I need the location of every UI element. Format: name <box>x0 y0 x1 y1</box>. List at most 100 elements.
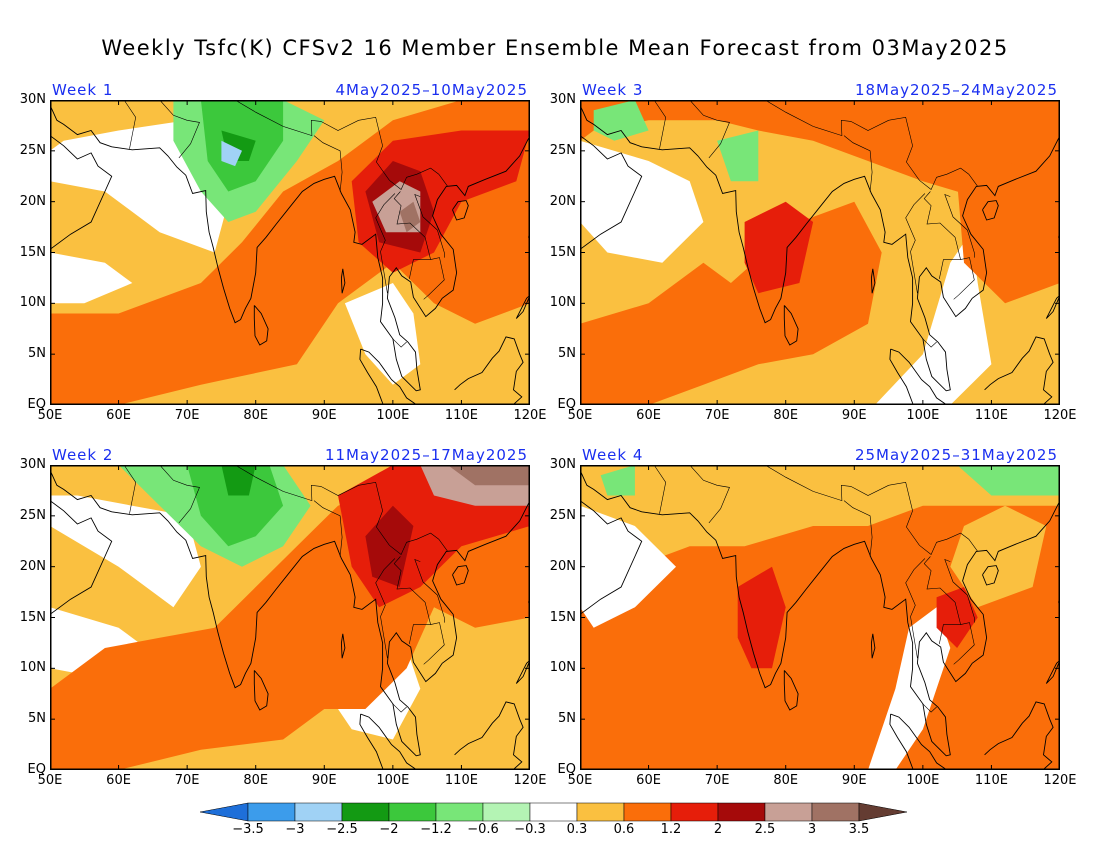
anomaly-region <box>957 161 1060 304</box>
anomaly-region <box>600 465 635 496</box>
anomaly-region <box>187 465 284 547</box>
anomaly-region <box>717 130 759 182</box>
latitude-label: EQ <box>557 762 576 777</box>
map-field <box>50 465 530 770</box>
colorbar-swatch <box>247 802 296 822</box>
latitude-label: 15N <box>549 244 576 260</box>
anomaly-region <box>874 232 992 405</box>
panel-week-label: Week 3 <box>582 81 644 99</box>
colorbar-tick-label: −1.2 <box>420 822 452 837</box>
colorbar-tick-label: −2.5 <box>326 822 358 837</box>
colorbar <box>200 802 915 822</box>
coastline <box>984 701 1054 770</box>
colorbar-swatch <box>341 802 390 822</box>
coastline <box>452 565 469 586</box>
colorbar-tick-label: 2.5 <box>754 822 776 837</box>
coastline <box>889 349 914 405</box>
latitude-label: 30N <box>549 457 576 472</box>
country-border <box>423 257 445 300</box>
longitude-label: 70E <box>174 408 200 423</box>
longitude-label: 100E <box>376 773 410 788</box>
coastline <box>359 714 384 770</box>
colorbar-swatch <box>388 802 437 822</box>
colorbar-swatch <box>717 802 766 822</box>
latitude-label: 5N <box>28 346 46 362</box>
longitude-label: 90E <box>311 773 337 788</box>
coastline <box>340 633 346 659</box>
longitude-label: 110E <box>974 408 1008 423</box>
longitude-label: 100E <box>906 408 940 423</box>
panel-date-range: 4May2025–10May2025 <box>335 81 528 99</box>
anomaly-region <box>950 505 1047 608</box>
anomaly-region <box>580 140 704 263</box>
longitude-label: 60E <box>636 773 661 788</box>
longitude-label: 100E <box>376 408 410 423</box>
anomaly-region <box>936 587 978 648</box>
panel-date-range: 25May2025–31May2025 <box>854 446 1058 464</box>
coastline <box>580 500 643 615</box>
latitude-label: 20N <box>549 558 576 574</box>
colorbar-tick-label: 2 <box>713 822 723 837</box>
country-border <box>922 703 937 713</box>
colorbar-min-arrow <box>200 802 249 822</box>
longitude-label: 120E <box>513 408 547 423</box>
colorbar-tick-label: 3 <box>807 822 817 837</box>
map-panel-week1: Week 1 4May2025–10May2025 30N 25N 20N 15N 10N 5… <box>20 81 547 423</box>
anomaly-region <box>221 465 256 496</box>
longitude-label: 50E <box>567 773 593 788</box>
colorbar-tick-label: −2 <box>379 822 399 837</box>
country-border <box>234 100 448 190</box>
longitude-label: 110E <box>444 408 478 423</box>
country-border <box>393 191 431 279</box>
colorbar-tick-label: −3.5 <box>232 822 264 837</box>
country-border <box>375 193 396 294</box>
page-title: Weekly Tsfc(K) CFSv2 16 Member Ensemble … <box>101 36 1009 60</box>
country-border <box>414 193 445 258</box>
longitude-label: 120E <box>1043 773 1077 788</box>
latitude-label: EQ <box>557 397 576 412</box>
anomaly-region <box>593 100 649 141</box>
coastline <box>1045 294 1060 319</box>
coastline <box>454 701 524 770</box>
country-border <box>689 100 730 159</box>
coastline <box>452 200 469 221</box>
colorbar-tick-label: 0.3 <box>566 822 588 837</box>
colorbar-max-arrow <box>858 802 908 822</box>
country-border <box>689 465 730 524</box>
country-border <box>953 257 975 300</box>
latitude-label: 20N <box>549 193 576 209</box>
longitude-label: 70E <box>174 773 200 788</box>
country-border <box>159 465 200 524</box>
longitude-label: 50E <box>567 408 593 423</box>
coastline <box>982 565 999 586</box>
latitude-label: 10N <box>19 295 46 311</box>
longitude-label: 70E <box>704 773 730 788</box>
anomaly-region <box>868 607 951 770</box>
colorbar-swatch <box>529 802 578 822</box>
anomaly-region <box>221 140 242 167</box>
colorbar-tick-label: 0.6 <box>613 822 635 837</box>
country-border <box>159 100 200 159</box>
coastline <box>50 500 113 615</box>
country-border <box>375 558 396 659</box>
coastline <box>580 469 1060 757</box>
panel-date-range: 11May2025–17May2025 <box>324 446 528 464</box>
map-field <box>580 100 1060 405</box>
coastline <box>253 305 269 346</box>
longitude-label: 120E <box>1043 408 1077 423</box>
coastline <box>580 104 1060 392</box>
latitude-label: 10N <box>549 660 576 676</box>
colorbar-swatch <box>576 802 625 822</box>
colorbar-tick-label: 1.2 <box>660 822 682 837</box>
coastline <box>454 336 524 405</box>
country-border <box>234 465 448 555</box>
coastline <box>982 200 999 221</box>
coastline <box>340 268 346 294</box>
colorbar-tick-label: −0.6 <box>467 822 499 837</box>
anomaly-region <box>399 201 421 233</box>
country-border <box>313 500 343 557</box>
anomaly-region <box>50 495 201 608</box>
anomaly-region <box>744 201 814 294</box>
colorbar-swatch <box>764 802 813 822</box>
coastline <box>360 713 418 770</box>
